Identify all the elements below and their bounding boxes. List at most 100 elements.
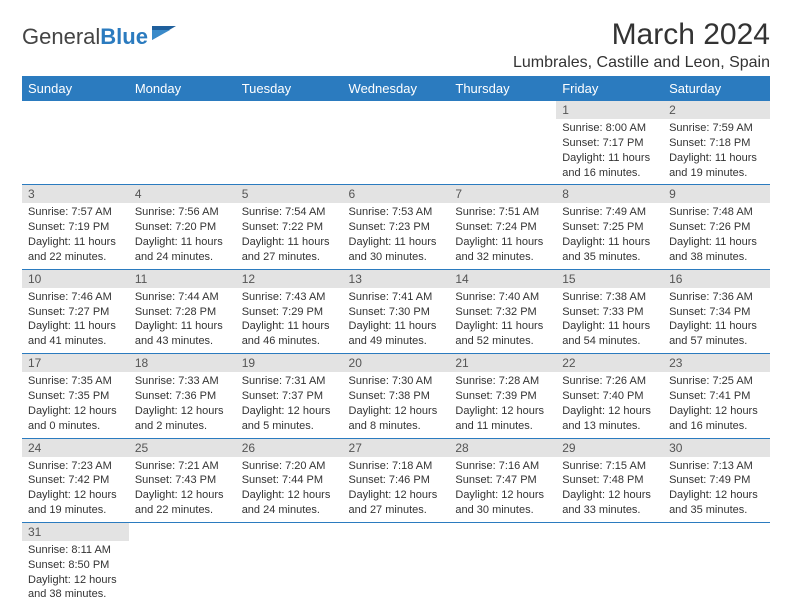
daylight-text: Daylight: 12 hours: [242, 488, 337, 503]
sunrise-text: Sunrise: 7:18 AM: [349, 459, 444, 474]
calendar-cell: 23Sunrise: 7:25 AMSunset: 7:41 PMDayligh…: [663, 354, 770, 438]
daylight-text: Daylight: 12 hours: [455, 404, 550, 419]
calendar-cell: 22Sunrise: 7:26 AMSunset: 7:40 PMDayligh…: [556, 354, 663, 438]
daylight-text: Daylight: 11 hours: [28, 235, 123, 250]
day-data: Sunrise: 8:11 AMSunset: 8:50 PMDaylight:…: [22, 541, 129, 606]
calendar-cell: 1Sunrise: 8:00 AMSunset: 7:17 PMDaylight…: [556, 101, 663, 185]
day-data: Sunrise: 7:36 AMSunset: 7:34 PMDaylight:…: [663, 288, 770, 353]
daylight-text: Daylight: 12 hours: [135, 404, 230, 419]
day-number: 25: [129, 439, 236, 457]
daylight-text: and 24 minutes.: [242, 503, 337, 518]
day-data: Sunrise: 7:20 AMSunset: 7:44 PMDaylight:…: [236, 457, 343, 522]
day-data: Sunrise: 7:41 AMSunset: 7:30 PMDaylight:…: [343, 288, 450, 353]
day-data: Sunrise: 7:53 AMSunset: 7:23 PMDaylight:…: [343, 203, 450, 268]
daylight-text: Daylight: 11 hours: [669, 151, 764, 166]
daylight-text: Daylight: 11 hours: [669, 235, 764, 250]
calendar-cell: 31Sunrise: 8:11 AMSunset: 8:50 PMDayligh…: [22, 522, 129, 606]
sunrise-text: Sunrise: 8:00 AM: [562, 121, 657, 136]
day-number: 22: [556, 354, 663, 372]
sunrise-text: Sunrise: 7:38 AM: [562, 290, 657, 305]
day-number: 26: [236, 439, 343, 457]
day-data: Sunrise: 7:40 AMSunset: 7:32 PMDaylight:…: [449, 288, 556, 353]
day-number: 12: [236, 270, 343, 288]
sunset-text: Sunset: 7:47 PM: [455, 473, 550, 488]
sunrise-text: Sunrise: 7:21 AM: [135, 459, 230, 474]
day-number: 21: [449, 354, 556, 372]
sunrise-text: Sunrise: 7:16 AM: [455, 459, 550, 474]
sunset-text: Sunset: 7:20 PM: [135, 220, 230, 235]
daylight-text: Daylight: 11 hours: [242, 235, 337, 250]
calendar-body: 1Sunrise: 8:00 AMSunset: 7:17 PMDaylight…: [22, 101, 770, 606]
daylight-text: Daylight: 12 hours: [669, 404, 764, 419]
calendar-cell: [343, 101, 450, 185]
day-number: 29: [556, 439, 663, 457]
calendar-cell: [236, 522, 343, 606]
calendar-cell: 21Sunrise: 7:28 AMSunset: 7:39 PMDayligh…: [449, 354, 556, 438]
sunrise-text: Sunrise: 7:54 AM: [242, 205, 337, 220]
day-data: Sunrise: 7:54 AMSunset: 7:22 PMDaylight:…: [236, 203, 343, 268]
sunset-text: Sunset: 7:35 PM: [28, 389, 123, 404]
day-data: Sunrise: 7:15 AMSunset: 7:48 PMDaylight:…: [556, 457, 663, 522]
daylight-text: and 2 minutes.: [135, 419, 230, 434]
day-data: Sunrise: 7:46 AMSunset: 7:27 PMDaylight:…: [22, 288, 129, 353]
calendar-row: 17Sunrise: 7:35 AMSunset: 7:35 PMDayligh…: [22, 354, 770, 438]
day-number: 24: [22, 439, 129, 457]
calendar-cell: 6Sunrise: 7:53 AMSunset: 7:23 PMDaylight…: [343, 185, 450, 269]
sunrise-text: Sunrise: 7:13 AM: [669, 459, 764, 474]
page-header: GeneralBlue March 2024 Lumbrales, Castil…: [22, 18, 770, 72]
day-number: 14: [449, 270, 556, 288]
day-number: 9: [663, 185, 770, 203]
sunset-text: Sunset: 7:32 PM: [455, 305, 550, 320]
day-number: 13: [343, 270, 450, 288]
calendar-cell: [236, 101, 343, 185]
sunset-text: Sunset: 7:25 PM: [562, 220, 657, 235]
sunset-text: Sunset: 7:37 PM: [242, 389, 337, 404]
day-number: 17: [22, 354, 129, 372]
calendar-cell: [663, 522, 770, 606]
day-data: Sunrise: 7:51 AMSunset: 7:24 PMDaylight:…: [449, 203, 556, 268]
day-number: 5: [236, 185, 343, 203]
sunrise-text: Sunrise: 7:28 AM: [455, 374, 550, 389]
calendar-cell: 27Sunrise: 7:18 AMSunset: 7:46 PMDayligh…: [343, 438, 450, 522]
daylight-text: and 41 minutes.: [28, 334, 123, 349]
day-data: Sunrise: 7:25 AMSunset: 7:41 PMDaylight:…: [663, 372, 770, 437]
sunrise-text: Sunrise: 7:25 AM: [669, 374, 764, 389]
calendar-cell: 24Sunrise: 7:23 AMSunset: 7:42 PMDayligh…: [22, 438, 129, 522]
day-number: 6: [343, 185, 450, 203]
calendar-cell: 25Sunrise: 7:21 AMSunset: 7:43 PMDayligh…: [129, 438, 236, 522]
sunrise-text: Sunrise: 7:53 AM: [349, 205, 444, 220]
sunrise-text: Sunrise: 7:59 AM: [669, 121, 764, 136]
day-number: 27: [343, 439, 450, 457]
sunrise-text: Sunrise: 7:46 AM: [28, 290, 123, 305]
sunset-text: Sunset: 7:40 PM: [562, 389, 657, 404]
sunset-text: Sunset: 7:28 PM: [135, 305, 230, 320]
calendar-cell: 15Sunrise: 7:38 AMSunset: 7:33 PMDayligh…: [556, 269, 663, 353]
calendar-cell: 19Sunrise: 7:31 AMSunset: 7:37 PMDayligh…: [236, 354, 343, 438]
sunset-text: Sunset: 7:48 PM: [562, 473, 657, 488]
day-number: 19: [236, 354, 343, 372]
day-data: Sunrise: 7:35 AMSunset: 7:35 PMDaylight:…: [22, 372, 129, 437]
sunrise-text: Sunrise: 7:20 AM: [242, 459, 337, 474]
calendar-cell: 16Sunrise: 7:36 AMSunset: 7:34 PMDayligh…: [663, 269, 770, 353]
sunset-text: Sunset: 7:27 PM: [28, 305, 123, 320]
day-data: Sunrise: 7:26 AMSunset: 7:40 PMDaylight:…: [556, 372, 663, 437]
daylight-text: Daylight: 12 hours: [562, 488, 657, 503]
weekday-header: Wednesday: [343, 76, 450, 101]
sunrise-text: Sunrise: 7:48 AM: [669, 205, 764, 220]
calendar-cell: 17Sunrise: 7:35 AMSunset: 7:35 PMDayligh…: [22, 354, 129, 438]
calendar-row: 3Sunrise: 7:57 AMSunset: 7:19 PMDaylight…: [22, 185, 770, 269]
day-data: Sunrise: 7:59 AMSunset: 7:18 PMDaylight:…: [663, 119, 770, 184]
day-data: Sunrise: 7:33 AMSunset: 7:36 PMDaylight:…: [129, 372, 236, 437]
day-number: 31: [22, 523, 129, 541]
day-data: Sunrise: 7:44 AMSunset: 7:28 PMDaylight:…: [129, 288, 236, 353]
day-data: Sunrise: 7:28 AMSunset: 7:39 PMDaylight:…: [449, 372, 556, 437]
calendar-row: 10Sunrise: 7:46 AMSunset: 7:27 PMDayligh…: [22, 269, 770, 353]
day-data: Sunrise: 7:57 AMSunset: 7:19 PMDaylight:…: [22, 203, 129, 268]
daylight-text: and 13 minutes.: [562, 419, 657, 434]
sunset-text: Sunset: 7:38 PM: [349, 389, 444, 404]
sunset-text: Sunset: 7:39 PM: [455, 389, 550, 404]
daylight-text: and 38 minutes.: [28, 587, 123, 602]
calendar-cell: 30Sunrise: 7:13 AMSunset: 7:49 PMDayligh…: [663, 438, 770, 522]
day-data: Sunrise: 7:49 AMSunset: 7:25 PMDaylight:…: [556, 203, 663, 268]
location-text: Lumbrales, Castille and Leon, Spain: [513, 54, 770, 72]
